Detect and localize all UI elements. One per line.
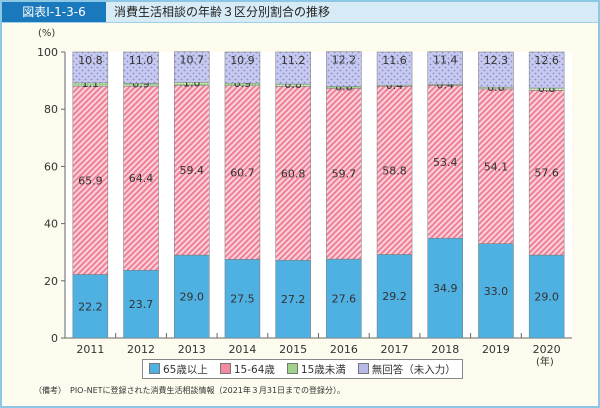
y-tick-label: 0 [51,332,58,345]
x-tick-label: 2020 [533,343,561,356]
data-label: 65.9 [78,174,103,187]
data-label: 64.4 [129,172,154,185]
x-tick-label: 2016 [330,343,358,356]
legend-item: 15歳未満 [286,362,346,377]
bar-segment [376,86,413,255]
y-tick-label: 100 [37,46,58,59]
legend-label: 無回答（未入力） [371,363,456,376]
y-tick-label: 20 [44,275,58,288]
bar-segment [174,84,210,256]
data-label: 27.5 [230,293,255,306]
bar-segment [478,51,514,88]
bar-segment [275,259,311,339]
legend-item: 15-64歳 [219,362,275,377]
bar-segment [478,88,514,244]
bar-segment [174,254,210,339]
data-label: 11.4 [433,54,458,67]
bar-segment [72,85,109,275]
footnote: （備考） PIO-NETに登録された消費生活相談情報（2021年３月31日までの… [34,386,346,395]
legend-item: 無回答（未入力） [357,362,456,377]
y-axis-label: (%) [38,28,56,39]
data-label: 22.2 [78,300,103,313]
bar-segment [275,86,311,261]
x-tick-label: 2013 [178,343,206,356]
data-label: 59.7 [332,168,357,181]
legend-label: 15-64歳 [233,363,275,376]
bar-segment [224,259,261,339]
x-tick-label: 2011 [76,343,104,356]
data-label: 60.7 [230,167,255,180]
x-tick-label: 2019 [482,343,510,356]
data-label: 12.6 [534,54,559,67]
legend-item: 65歳以上 [149,362,208,377]
bar-segment [376,51,413,86]
y-tick-label: 40 [44,218,58,231]
data-label: 57.6 [534,167,559,180]
bar-segment [275,51,311,85]
figure-title: 消費生活相談の年齢３区分別割合の推移 [114,5,331,19]
bar-segment [427,237,463,339]
data-label: 27.2 [281,293,306,306]
bar-segment [528,51,565,89]
bar-segment [224,85,261,260]
bar-segment [326,51,362,87]
data-label: 34.9 [433,282,458,295]
x-tick-label: 2012 [127,343,155,356]
bar-segment [123,269,159,339]
data-label: 11.0 [129,54,154,67]
data-label: 58.8 [382,164,407,177]
bar-segment [376,254,413,339]
data-label: 54.1 [484,160,509,173]
figure-header: 図表Ⅰ-1-3-6 消費生活相談の年齢３区分別割合の推移 [2,2,598,23]
bar-segment [174,51,210,83]
bar-segment [478,243,514,339]
x-tick-label: 2018 [431,343,459,356]
data-label: 33.0 [484,285,509,298]
bar-segment [326,88,362,260]
data-label: 53.4 [433,156,458,169]
bar-segment [224,51,261,84]
bar-segment [72,51,109,84]
figure-number: 図表Ⅰ-1-3-6 [2,2,106,22]
bar-segment [528,254,565,339]
data-label: 29.2 [382,290,407,303]
bar-segment [326,258,362,339]
data-label: 27.6 [332,293,357,306]
x-axis-label: (年) [536,357,554,368]
bar-segment [528,90,565,256]
data-label: 10.9 [230,54,255,67]
data-label: 12.3 [484,54,509,67]
data-label: 12.2 [332,54,357,67]
legend-label: 65歳以上 [163,363,208,376]
bar-segment [427,85,463,239]
data-label: 11.6 [382,54,407,67]
data-label: 23.7 [129,298,154,311]
legend-label: 15歳未満 [300,363,346,376]
data-label: 29.0 [180,291,205,304]
bar-segment [123,85,159,271]
bar-segment [123,51,159,84]
data-label: 60.8 [281,167,306,180]
data-label: 29.0 [534,291,559,304]
x-tick-label: 2014 [228,343,256,356]
data-label: 10.7 [180,54,205,67]
data-label: 59.4 [180,164,205,177]
x-tick-label: 2015 [279,343,307,356]
x-tick-label: 2017 [381,343,409,356]
y-tick-label: 60 [44,160,58,173]
bar-segment [72,274,109,339]
y-tick-label: 80 [44,103,58,116]
bar-segment [427,51,463,85]
data-label: 10.8 [78,54,103,67]
legend: 65歳以上 15-64歳 15歳未満 無回答（未入力） [142,359,463,379]
data-label: 11.2 [281,54,306,67]
